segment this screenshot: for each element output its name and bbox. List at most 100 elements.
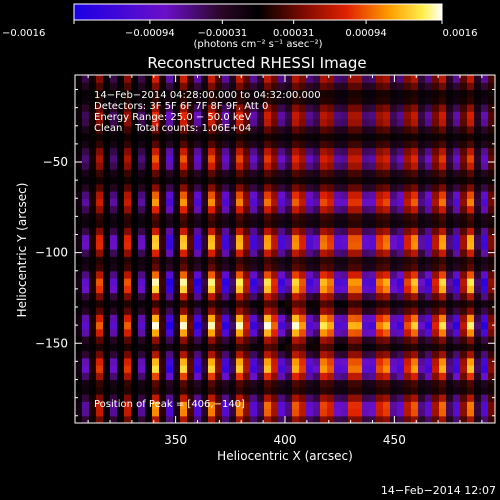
heatmap-cell xyxy=(418,133,426,141)
heatmap-cell xyxy=(348,263,356,272)
heatmap-cell xyxy=(334,104,342,112)
heatmap-cell xyxy=(257,154,265,163)
heatmap-cell xyxy=(152,321,160,330)
heatmap-cell xyxy=(124,118,132,127)
heatmap-cell xyxy=(327,321,335,330)
heatmap-cell xyxy=(397,350,405,359)
heatmap-cell xyxy=(334,147,342,156)
heatmap-cell xyxy=(467,307,475,315)
heatmap-cell xyxy=(131,401,139,410)
heatmap-cell xyxy=(103,285,111,294)
heatmap-cell xyxy=(285,321,293,330)
heatmap-cell xyxy=(229,212,237,221)
heatmap-cell xyxy=(292,263,300,272)
heatmap-cell xyxy=(418,314,426,323)
heatmap-cell xyxy=(467,169,475,178)
heatmap-cell xyxy=(390,357,398,366)
heatmap-cell xyxy=(152,111,160,120)
heatmap-cell xyxy=(208,133,216,141)
heatmap-cell xyxy=(229,256,237,265)
heatmap-cell xyxy=(306,415,314,423)
heatmap-cell xyxy=(334,133,342,141)
heatmap-cell xyxy=(453,263,461,272)
heatmap-cell xyxy=(278,176,286,185)
heatmap-cell xyxy=(271,154,279,163)
heatmap-cell xyxy=(131,147,139,156)
heatmap-cell xyxy=(236,140,244,149)
heatmap-cell xyxy=(131,162,139,170)
heatmap-cell xyxy=(96,75,104,83)
heatmap-cell xyxy=(383,307,391,315)
heatmap-cell xyxy=(215,125,223,134)
heatmap-cell xyxy=(481,379,489,388)
heatmap-cell xyxy=(124,263,132,272)
heatmap-cell xyxy=(264,321,272,330)
heatmap-cell xyxy=(488,321,495,330)
heatmap-cell xyxy=(481,249,489,257)
heatmap-cell xyxy=(404,249,412,257)
heatmap-cell xyxy=(376,307,384,315)
heatmap-cell xyxy=(425,372,433,381)
heatmap-cell xyxy=(446,372,454,381)
heatmap-cell xyxy=(236,270,244,279)
heatmap-cell xyxy=(453,372,461,381)
heatmap-cell xyxy=(362,241,370,250)
heatmap-cell xyxy=(341,263,349,272)
heatmap-cell xyxy=(236,133,244,141)
heatmap-cell xyxy=(355,111,363,120)
heatmap-cell xyxy=(292,249,300,257)
heatmap-cell xyxy=(124,75,132,83)
heatmap-cell xyxy=(446,285,454,294)
heatmap-cell xyxy=(446,357,454,366)
heatmap-cell xyxy=(278,198,286,207)
heatmap-cell xyxy=(467,321,475,330)
heatmap-cell xyxy=(166,408,174,417)
heatmap-cell xyxy=(82,191,90,199)
heatmap-cell xyxy=(75,176,83,185)
heatmap-cell xyxy=(236,227,244,236)
heatmap-cell xyxy=(250,125,258,134)
heatmap-cell xyxy=(320,401,328,410)
heatmap-cell xyxy=(411,379,419,388)
heatmap-cell xyxy=(201,191,209,199)
heatmap-cell xyxy=(299,314,307,323)
heatmap-cell xyxy=(488,365,495,373)
heatmap-cell xyxy=(194,372,202,381)
heatmap-cell xyxy=(306,401,314,410)
heatmap-cell xyxy=(320,205,328,214)
heatmap-cell xyxy=(376,227,384,236)
heatmap-cell xyxy=(306,96,314,105)
heatmap-cell xyxy=(159,191,167,199)
heatmap-cell xyxy=(89,133,97,141)
heatmap-cell xyxy=(271,176,279,185)
heatmap-cell xyxy=(383,205,391,214)
heatmap-cell xyxy=(320,394,328,402)
heatmap-cell xyxy=(453,191,461,199)
heatmap-cell xyxy=(236,328,244,337)
heatmap-cell xyxy=(411,343,419,352)
heatmap-cell xyxy=(250,212,258,221)
heatmap-cell xyxy=(369,118,377,127)
heatmap-cell xyxy=(131,140,139,149)
heatmap-cell xyxy=(103,321,111,330)
heatmap-cell xyxy=(264,350,272,359)
heatmap-cell xyxy=(432,307,440,315)
heatmap-cell xyxy=(404,220,412,228)
heatmap-cell xyxy=(313,314,321,323)
heatmap-cell xyxy=(299,357,307,366)
heatmap-cell xyxy=(488,96,495,105)
heatmap-cell xyxy=(257,104,265,112)
heatmap-cell xyxy=(236,82,244,91)
heatmap-cell xyxy=(236,350,244,359)
heatmap-cell xyxy=(474,82,482,91)
heatmap-cell xyxy=(82,169,90,178)
heatmap-cell xyxy=(264,343,272,352)
heatmap-cell xyxy=(201,307,209,315)
heatmap-cell xyxy=(145,336,153,344)
heatmap-cell xyxy=(474,394,482,402)
heatmap-cell xyxy=(250,357,258,366)
heatmap-cell xyxy=(187,379,195,388)
heatmap-cell xyxy=(313,154,321,163)
heatmap-cell xyxy=(236,234,244,243)
heatmap-cell xyxy=(306,241,314,250)
